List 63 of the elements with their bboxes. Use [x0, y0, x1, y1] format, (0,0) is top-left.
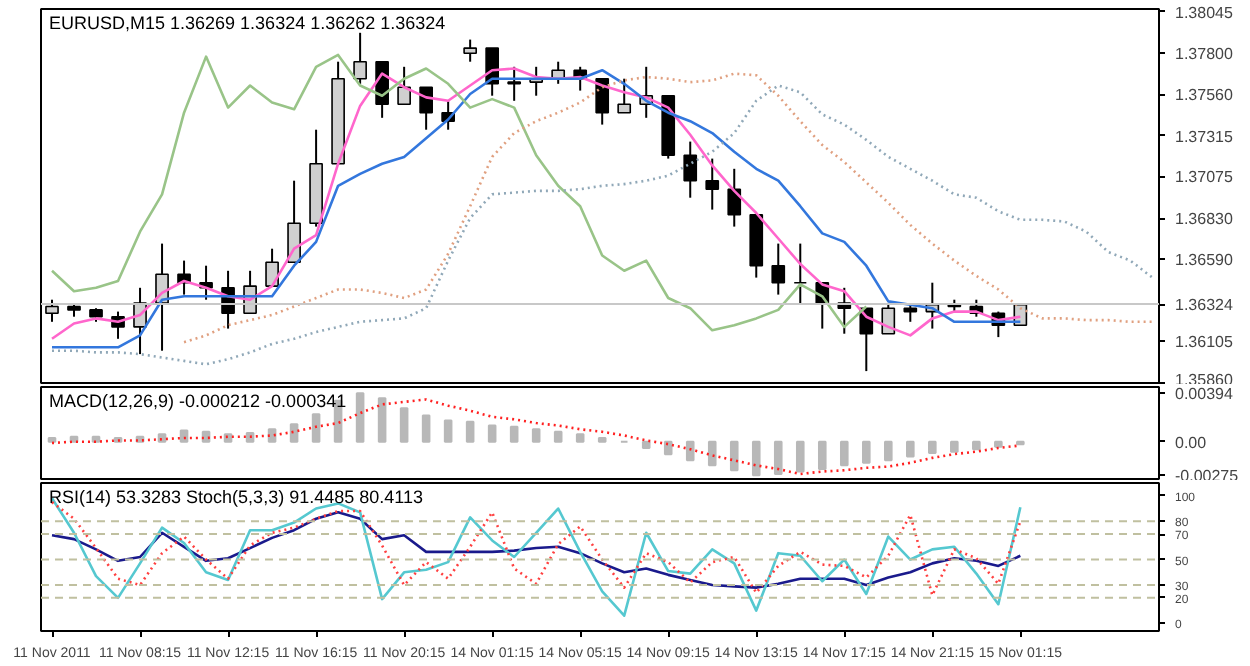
line-series — [50, 398, 1022, 476]
bar — [729, 440, 739, 472]
bar — [465, 420, 475, 443]
y-tick-label: 1.36324 — [1175, 296, 1234, 315]
line-series — [50, 84, 1154, 366]
candlestick — [683, 140, 698, 199]
bar — [906, 440, 915, 458]
bar — [289, 423, 299, 443]
bar — [641, 440, 651, 449]
bar — [311, 413, 321, 443]
y-tick-label: 1.37315 — [1175, 127, 1234, 146]
candlestick — [353, 31, 367, 85]
candlestick — [397, 65, 411, 106]
bar — [267, 428, 277, 443]
y-tick-label: 1.36590 — [1175, 250, 1234, 269]
candlestick — [771, 242, 786, 296]
y-tick-label: 1.37560 — [1175, 86, 1234, 104]
bar — [179, 429, 189, 443]
bar — [685, 440, 695, 462]
y-tick-label: 0.00 — [1175, 433, 1208, 452]
bar — [817, 440, 827, 471]
y-tick-label: 1.37800 — [1175, 45, 1234, 64]
bar — [884, 440, 893, 462]
bar — [751, 440, 761, 477]
candlestick — [507, 65, 522, 102]
bar — [421, 414, 431, 443]
bar — [553, 430, 563, 443]
bar — [773, 440, 783, 476]
bar — [928, 440, 937, 454]
bar — [972, 440, 981, 451]
y-tick-label: 0.00394 — [1175, 384, 1234, 403]
y-tick-label: 1.37075 — [1175, 168, 1234, 187]
bar — [950, 440, 959, 453]
bar — [575, 433, 585, 443]
y-tick-label: 1.36105 — [1175, 333, 1234, 352]
chart-title: MACD(12,26,9) -0.000212 -0.000341 — [49, 391, 347, 411]
candlestick — [287, 179, 301, 264]
candlestick — [727, 167, 742, 228]
bar — [839, 440, 849, 467]
y-tick-label: 1.36830 — [1175, 210, 1234, 229]
bar — [663, 440, 673, 456]
candlestick — [617, 77, 632, 114]
candlestick — [419, 86, 433, 131]
candlestick — [463, 38, 478, 63]
bar — [795, 440, 805, 473]
candlestick — [793, 242, 808, 306]
bar — [487, 424, 497, 443]
bar — [994, 440, 1003, 448]
y-tick-label: 1.38045 — [1175, 3, 1234, 22]
chart-title: EURUSD,M15 1.36269 1.36324 1.36262 1.36324 — [49, 13, 446, 33]
bar — [223, 433, 233, 443]
candlestick — [705, 157, 720, 211]
bar — [443, 419, 453, 443]
chart-title: RSI(14) 53.3283 Stoch(5,3,3) 91.4485 80.4113 — [49, 487, 423, 507]
bar — [861, 440, 871, 464]
bar — [509, 425, 519, 443]
line-series — [50, 511, 1022, 589]
line-series — [182, 72, 1154, 344]
bar — [707, 440, 717, 467]
bar — [531, 428, 541, 443]
bar — [399, 407, 409, 443]
bar — [355, 392, 365, 443]
bar — [377, 397, 387, 443]
